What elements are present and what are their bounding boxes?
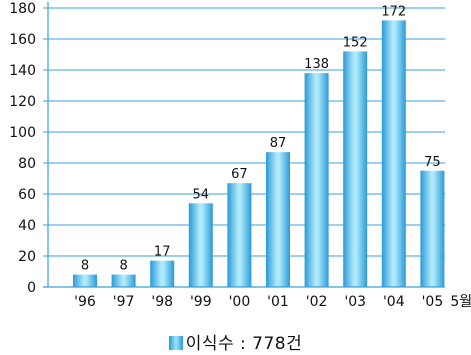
y-tick-label: 20 <box>18 249 36 265</box>
bar-value-label: 8 <box>119 259 127 274</box>
bars: 8 8 17 54 67 87 138 152 172 75 <box>73 4 445 288</box>
legend: 이식수 : 778건 <box>0 329 471 354</box>
legend-label: 이식수 : 778건 <box>185 334 303 354</box>
bar-chart: 0 20 40 60 80 100 120 140 160 180 8 8 17 54 67 87 138 15… <box>9 1 471 310</box>
x-axis-ticks: '96 '97 '98 '99 '00 '01 '02 '03 '04 '05 <box>74 294 443 310</box>
x-tick-label: '98 <box>151 294 173 310</box>
bar <box>73 274 97 287</box>
bar-value-label: 87 <box>270 136 287 151</box>
x-axis-suffix-label: 5월말 <box>450 294 471 310</box>
x-tick-label: '97 <box>113 294 135 310</box>
x-tick-label: '02 <box>306 294 328 310</box>
bar-value-label: 75 <box>424 155 441 170</box>
x-tick-label: '05 <box>422 294 444 310</box>
y-tick-label: 160 <box>9 32 36 48</box>
bar-value-label: 67 <box>231 167 248 182</box>
bar <box>188 203 213 287</box>
bar <box>381 20 406 288</box>
bar <box>420 170 445 287</box>
grid-lines <box>48 7 445 257</box>
x-tick-label: '04 <box>383 294 405 310</box>
bar-value-label: 8 <box>81 259 89 274</box>
y-axis-ticks: 0 20 40 60 80 100 120 140 160 180 <box>9 1 48 296</box>
bar <box>227 183 252 287</box>
bar <box>111 274 136 287</box>
x-tick-label: '96 <box>74 294 96 310</box>
bar-value-label: 54 <box>193 187 210 202</box>
bar <box>304 73 329 287</box>
bar-value-label: 152 <box>343 35 368 50</box>
legend-swatch <box>168 336 183 350</box>
y-tick-label: 40 <box>18 218 36 234</box>
x-tick-label: '00 <box>229 294 251 310</box>
y-tick-label: 80 <box>18 156 36 172</box>
bar <box>343 51 368 288</box>
y-tick-label: 100 <box>9 125 36 141</box>
y-tick-label: 120 <box>9 94 36 110</box>
bar-value-label: 138 <box>304 57 329 72</box>
y-tick-label: 0 <box>27 280 36 296</box>
y-tick-label: 140 <box>9 63 36 79</box>
x-tick-label: '01 <box>267 294 289 310</box>
x-tick-label: '99 <box>190 294 212 310</box>
bar <box>150 260 175 287</box>
bar-value-label: 172 <box>381 4 406 19</box>
bar-value-label: 17 <box>154 245 171 260</box>
y-tick-label: 180 <box>9 1 36 17</box>
y-tick-label: 60 <box>18 187 36 203</box>
bar <box>266 152 290 287</box>
x-tick-label: '03 <box>344 294 366 310</box>
